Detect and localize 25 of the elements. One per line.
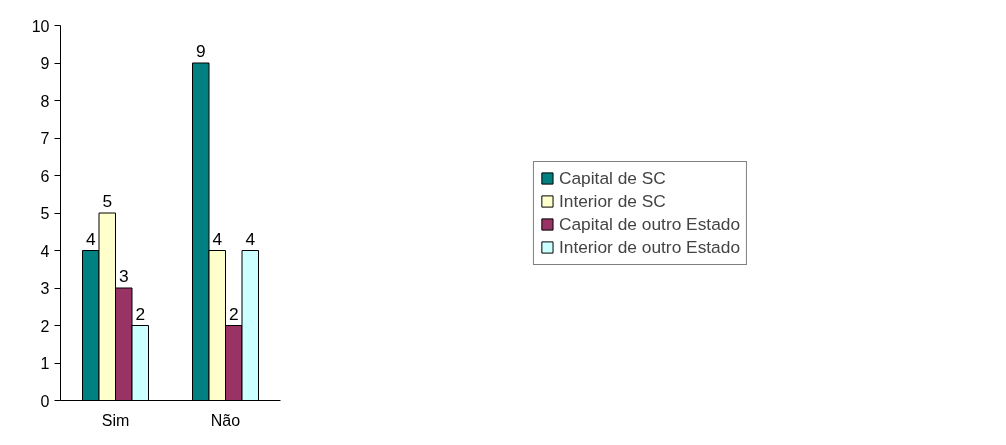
- data-label: 2: [135, 303, 146, 324]
- y-tick-label: 0: [40, 392, 50, 410]
- y-tick-label: 9: [40, 55, 50, 72]
- y-tick-label: 10: [31, 17, 50, 35]
- data-label: 5: [102, 191, 113, 212]
- data-label: 4: [85, 228, 96, 249]
- data-label: 4: [245, 228, 256, 249]
- legend-label: Capital de SC: [558, 167, 666, 189]
- y-tick-label: 8: [40, 92, 50, 110]
- legend-label: Interior de SC: [558, 190, 666, 212]
- y-tick-label: 6: [40, 167, 50, 185]
- y-tick-label: 3: [40, 280, 50, 297]
- legend-label: Interior de outro Estado: [558, 236, 741, 258]
- legend-label: Capital de outro Estado: [558, 213, 741, 235]
- y-tick-label: 4: [40, 242, 50, 260]
- y-tick-label: 1: [40, 355, 50, 372]
- data-label: 3: [118, 266, 129, 287]
- y-tick-label: 2: [40, 317, 50, 335]
- x-tick-label: Sim: [101, 411, 130, 429]
- y-tick-label: 5: [40, 205, 50, 222]
- y-tick-label: 7: [40, 130, 50, 147]
- data-label: 4: [212, 228, 223, 249]
- data-label: 2: [228, 303, 239, 324]
- data-label: 9: [195, 41, 206, 62]
- x-tick-label: Não: [210, 411, 241, 429]
